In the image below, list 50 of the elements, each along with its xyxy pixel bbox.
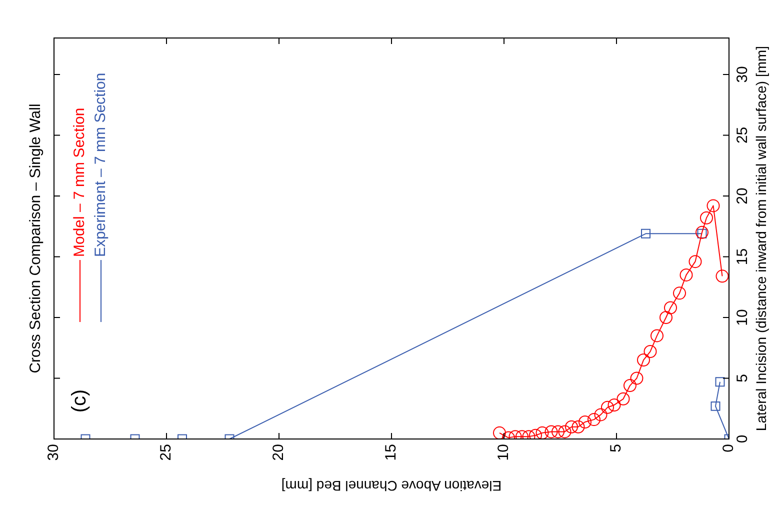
y-tick-label: 5 bbox=[734, 374, 752, 382]
point bbox=[493, 426, 506, 439]
point bbox=[688, 255, 702, 268]
point bbox=[572, 420, 585, 434]
point bbox=[706, 199, 720, 212]
x-tick-label: 5 bbox=[608, 444, 625, 452]
point bbox=[710, 401, 720, 411]
x-tick-label: 25 bbox=[158, 444, 175, 461]
x-tick-label: 20 bbox=[270, 444, 288, 461]
x-tick-label: 30 bbox=[45, 444, 62, 461]
point bbox=[544, 425, 558, 438]
y-axis-title: Lateral Incision (distance inward from initial wall surface) [mm] bbox=[752, 46, 769, 432]
point bbox=[700, 211, 713, 224]
point bbox=[565, 420, 578, 434]
point bbox=[624, 379, 636, 392]
point bbox=[644, 345, 657, 358]
y-tick-label: 25 bbox=[734, 126, 752, 144]
point bbox=[578, 415, 592, 428]
y-tick-label: 20 bbox=[734, 188, 752, 204]
y-tick-label: 0 bbox=[734, 434, 752, 444]
y-tick-label: 15 bbox=[734, 248, 752, 266]
point bbox=[608, 398, 621, 412]
point bbox=[673, 286, 686, 300]
point bbox=[558, 425, 572, 438]
point bbox=[664, 301, 677, 314]
point bbox=[630, 372, 644, 385]
y-tick-label: 30 bbox=[734, 66, 752, 83]
x-axis-title: Elevation Above Channel Bed [mm] bbox=[281, 478, 502, 494]
point bbox=[536, 426, 549, 439]
point bbox=[588, 413, 600, 426]
y-tick-label: 10 bbox=[734, 309, 752, 326]
point bbox=[601, 400, 614, 414]
point bbox=[696, 226, 708, 239]
annotation: (c) bbox=[68, 389, 91, 413]
point bbox=[715, 377, 725, 387]
x-tick-label: 10 bbox=[495, 444, 512, 461]
point bbox=[637, 354, 650, 367]
point bbox=[641, 228, 650, 238]
text: Cross Section Comparison – Single Wall bbox=[27, 104, 44, 374]
point bbox=[616, 392, 630, 406]
x-tick-label: 15 bbox=[382, 444, 400, 461]
text: Model – 7 mm Section bbox=[71, 108, 88, 257]
point bbox=[552, 425, 564, 438]
point bbox=[594, 408, 608, 422]
x-tick-label: 0 bbox=[720, 444, 738, 452]
point bbox=[716, 270, 729, 283]
text: Experiment – 7 mm Section bbox=[92, 72, 110, 257]
point bbox=[660, 310, 672, 324]
point bbox=[680, 268, 693, 282]
point bbox=[650, 329, 664, 342]
